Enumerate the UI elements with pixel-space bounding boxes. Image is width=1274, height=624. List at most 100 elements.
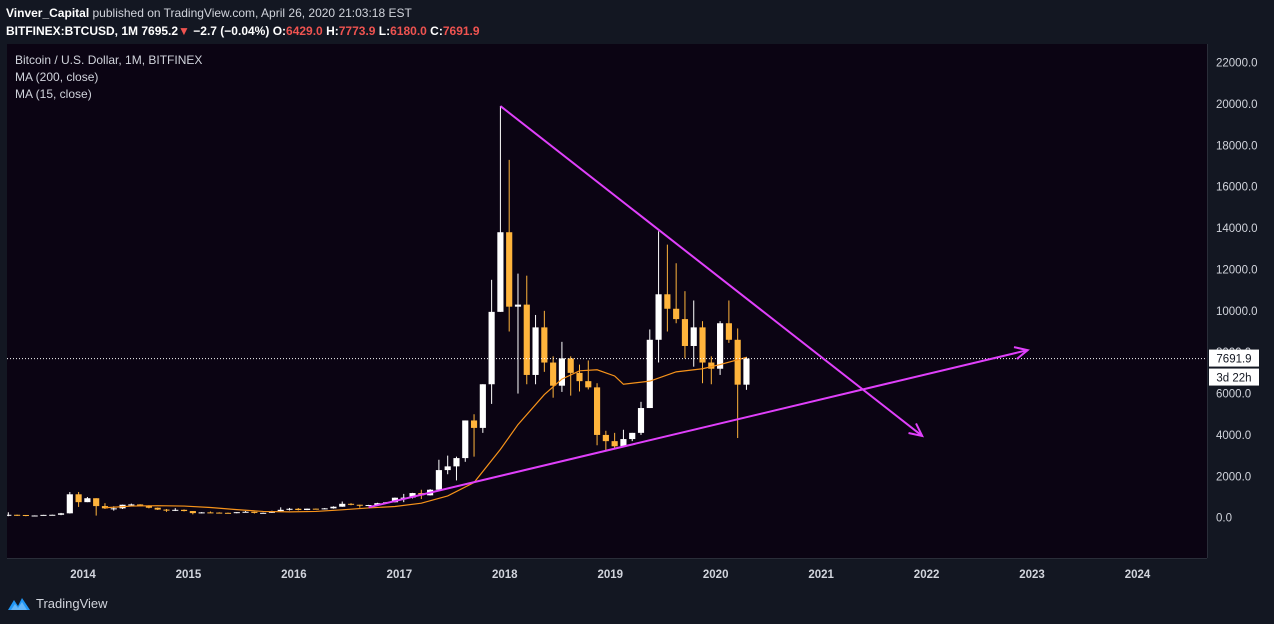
close-value: 7691.9: [442, 24, 480, 38]
candle-down: [224, 512, 232, 514]
candle-down: [567, 358, 574, 373]
chart-pane[interactable]: [7, 44, 1207, 558]
high-value: 7773.9: [338, 24, 376, 38]
legend-title[interactable]: Bitcoin / U.S. Dollar, 1M, BITFINEX: [15, 53, 203, 67]
candle-up: [391, 497, 399, 503]
candle-up: [497, 232, 504, 312]
y-tick-label: 12000.0: [1216, 264, 1258, 276]
y-tick-label: 10000.0: [1216, 306, 1258, 318]
x-tick-label: 2021: [808, 569, 834, 581]
high-label: H:: [326, 24, 339, 38]
candle-up: [286, 508, 293, 510]
candle-down: [251, 511, 258, 513]
candle-down: [22, 514, 29, 516]
open-label: O:: [272, 24, 287, 38]
trendline-arrowhead: [1013, 346, 1030, 360]
trendline: [368, 349, 1028, 509]
candle-down: [541, 327, 548, 363]
author-name[interactable]: Vinver_Capital: [6, 6, 90, 20]
price-label-box: [1209, 349, 1259, 367]
footer-brand[interactable]: TradingView: [36, 596, 108, 611]
countdown-box: [1209, 368, 1259, 386]
candle-up: [532, 327, 539, 375]
footer: TradingView: [8, 596, 108, 611]
candle-up: [260, 512, 267, 514]
candle-down: [470, 420, 478, 428]
candle-down: [506, 232, 513, 307]
y-tick-label: 20000.0: [1216, 99, 1258, 111]
candle-down: [154, 507, 161, 510]
low-value: 6180.0: [390, 24, 427, 38]
price-change: −2.7 (−0.04%): [193, 24, 270, 38]
candle-up: [339, 503, 346, 507]
candle-down: [207, 512, 214, 514]
candle-up: [646, 339, 653, 409]
chart-header: Vinver_Capital published on TradingView.…: [6, 4, 480, 40]
candle-down: [189, 511, 196, 514]
legend-ma200[interactable]: MA (200, close): [15, 70, 99, 84]
candle-up: [453, 458, 460, 467]
candle-up: [558, 358, 565, 386]
candle-down: [602, 434, 609, 442]
candle-down: [75, 494, 82, 503]
candle-up: [743, 358, 750, 385]
candle-down: [708, 362, 715, 369]
candle-down: [180, 509, 188, 512]
candle-up: [304, 508, 311, 511]
publish-info: Vinver_Capital published on TradingView.…: [6, 4, 480, 22]
candle-up: [57, 513, 65, 515]
x-tick-label: 2016: [281, 569, 307, 581]
candle-down: [312, 508, 319, 510]
candle-down: [611, 441, 618, 447]
y-tick-label: 22000.0: [1216, 58, 1258, 70]
price-axis[interactable]: [1207, 44, 1274, 558]
y-tick-label: 16000.0: [1216, 182, 1258, 194]
x-tick-label: 2020: [703, 569, 729, 581]
candle-up: [690, 327, 697, 346]
candle-up: [330, 506, 337, 509]
open-value: 6429.0: [286, 24, 323, 38]
candle-down: [734, 339, 741, 385]
candle-up: [444, 466, 451, 471]
candle-up: [31, 515, 38, 517]
candle-up: [110, 508, 117, 510]
candle-up: [374, 503, 381, 506]
candle-up: [435, 470, 442, 490]
legend-ma15[interactable]: MA (15, close): [15, 87, 92, 101]
x-tick-label: 2022: [914, 569, 940, 581]
candle-up: [629, 432, 636, 440]
x-tick-label: 2024: [1125, 569, 1151, 581]
chart-legend: Bitcoin / U.S. Dollar, 1M, BITFINEX MA (…: [15, 52, 202, 103]
y-tick-label: 6000.0: [1216, 389, 1251, 401]
trendline-arrowhead: [908, 422, 925, 438]
y-tick-label: 14000.0: [1216, 223, 1258, 235]
x-tick-label: 2018: [492, 569, 518, 581]
candle-up: [7, 514, 12, 516]
candle-up: [637, 408, 645, 433]
y-tick-label: 4000.0: [1216, 430, 1251, 442]
candle-down: [585, 381, 592, 388]
candle-up: [620, 439, 627, 447]
candle-down: [347, 503, 355, 505]
candle-down: [14, 514, 21, 516]
candle-up: [233, 512, 240, 514]
candle-up: [655, 294, 662, 340]
candle-down: [523, 304, 530, 375]
time-axis[interactable]: [7, 558, 1207, 589]
candle-down: [295, 508, 302, 511]
x-tick-label: 2015: [176, 569, 202, 581]
candle-down: [664, 294, 671, 309]
candle-up: [66, 494, 73, 514]
price-label-value: 7691.9: [1216, 354, 1251, 366]
ma15-line: [104, 356, 747, 513]
candle-up: [479, 384, 486, 428]
candle-up: [462, 420, 469, 459]
candle-up: [128, 504, 135, 506]
candle-up: [84, 498, 91, 503]
candle-down: [550, 362, 557, 386]
candle-down: [673, 308, 680, 320]
candle-down: [699, 327, 706, 363]
candle-down: [725, 323, 732, 340]
candle-down: [681, 319, 689, 346]
candle-down: [576, 372, 583, 382]
